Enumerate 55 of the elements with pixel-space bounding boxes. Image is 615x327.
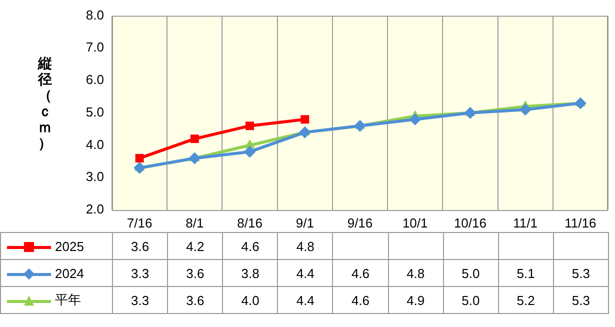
point [188,152,201,164]
data-label: 3.6 [112,232,168,260]
point [134,162,146,174]
data-label: 5.2 [498,286,554,314]
point [190,134,199,144]
data-label: 5.3 [553,260,608,286]
legend-label: 2025 [55,238,84,254]
data-label: 3.6 [168,286,223,314]
data-label: 4.8 [278,232,333,260]
data-label: 3.3 [112,286,168,314]
y-tick-label: 7.0 [86,40,104,55]
point [300,115,310,124]
data-label: 4.6 [222,232,278,260]
y-axis-title: 縦径（ｃｍ） [36,55,53,151]
point [409,113,422,126]
data-label: 4.4 [278,260,333,286]
point [246,122,254,130]
point [135,154,144,162]
data-label: 5.0 [443,260,498,286]
x-tick-label: 9/16 [347,215,373,230]
y-tick-label: 3.0 [86,169,104,184]
point [244,146,256,158]
point [574,97,586,110]
x-tick-label: 11/16 [564,215,596,230]
y-tick-label: 4.0 [86,136,104,152]
y-tick-label: 6.0 [86,72,104,88]
data-label: 4.9 [388,286,444,314]
legend-label: 2024 [55,266,84,280]
x-tick-label: 8/16 [237,215,262,230]
point [519,104,532,116]
data-label: 5.1 [498,260,554,286]
data-label: 4.0 [222,286,278,314]
data-label: 4.4 [278,286,333,314]
x-tick-label: 8/1 [186,215,204,230]
x-tick-label: 10/1 [402,215,428,230]
data-label: 3.6 [168,260,223,286]
x-tick-label: 10/16 [454,215,486,230]
data-label: 4.6 [332,286,388,314]
point [464,106,476,119]
x-tick-label: 9/1 [296,215,314,230]
point [354,120,366,132]
x-tick-label: 11/1 [513,215,538,230]
y-tick-label: 8.0 [86,7,104,22]
data-label: 4.6 [332,260,388,286]
y-tick-label: 2.0 [86,202,104,217]
legend-label: 平年 [55,292,81,307]
data-label: 4.8 [388,260,444,286]
data-label: 3.8 [222,260,278,286]
data-label: 3.3 [112,260,168,286]
data-label: 5.0 [443,286,498,314]
y-tick-label: 5.0 [86,104,104,120]
data-label: 5.3 [553,286,608,314]
x-tick-label: 7/16 [126,215,152,230]
data-label: 4.2 [168,232,223,260]
point [298,126,311,138]
